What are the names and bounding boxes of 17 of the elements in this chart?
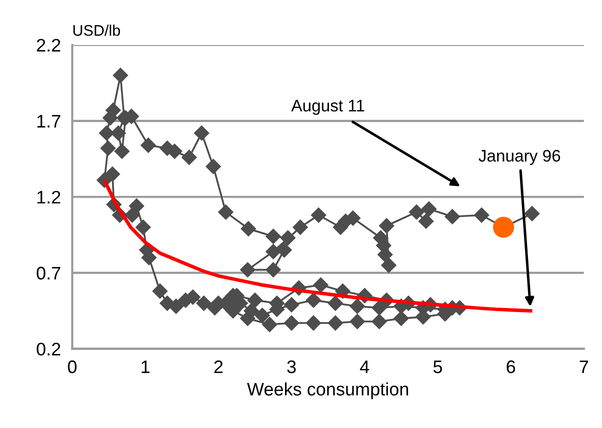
x-tick-label: 1: [142, 360, 150, 374]
x-tick-label: 6: [506, 360, 516, 374]
x-tick-label: 4: [360, 360, 370, 374]
x-axis-title: Weeks consumption: [247, 382, 408, 400]
annotation: August 11: [291, 100, 364, 115]
y-tick-label: 0.7: [36, 266, 60, 280]
x-tick-label: 3: [287, 360, 296, 374]
y-tick-label: 1.7: [37, 115, 60, 128]
y-tick-label: 2.2: [36, 38, 60, 52]
x-tick-label: 2: [214, 360, 223, 374]
annotation: January 96: [478, 150, 560, 165]
x-tick-label: 0: [68, 360, 77, 374]
y-tick-label: 0.2: [36, 342, 60, 356]
x-tick-label: 7: [580, 360, 588, 374]
x-tick-label: 5: [433, 360, 442, 374]
y-tick-label: 1.2: [37, 190, 60, 204]
y-axis-title: USD/lb: [73, 24, 120, 36]
